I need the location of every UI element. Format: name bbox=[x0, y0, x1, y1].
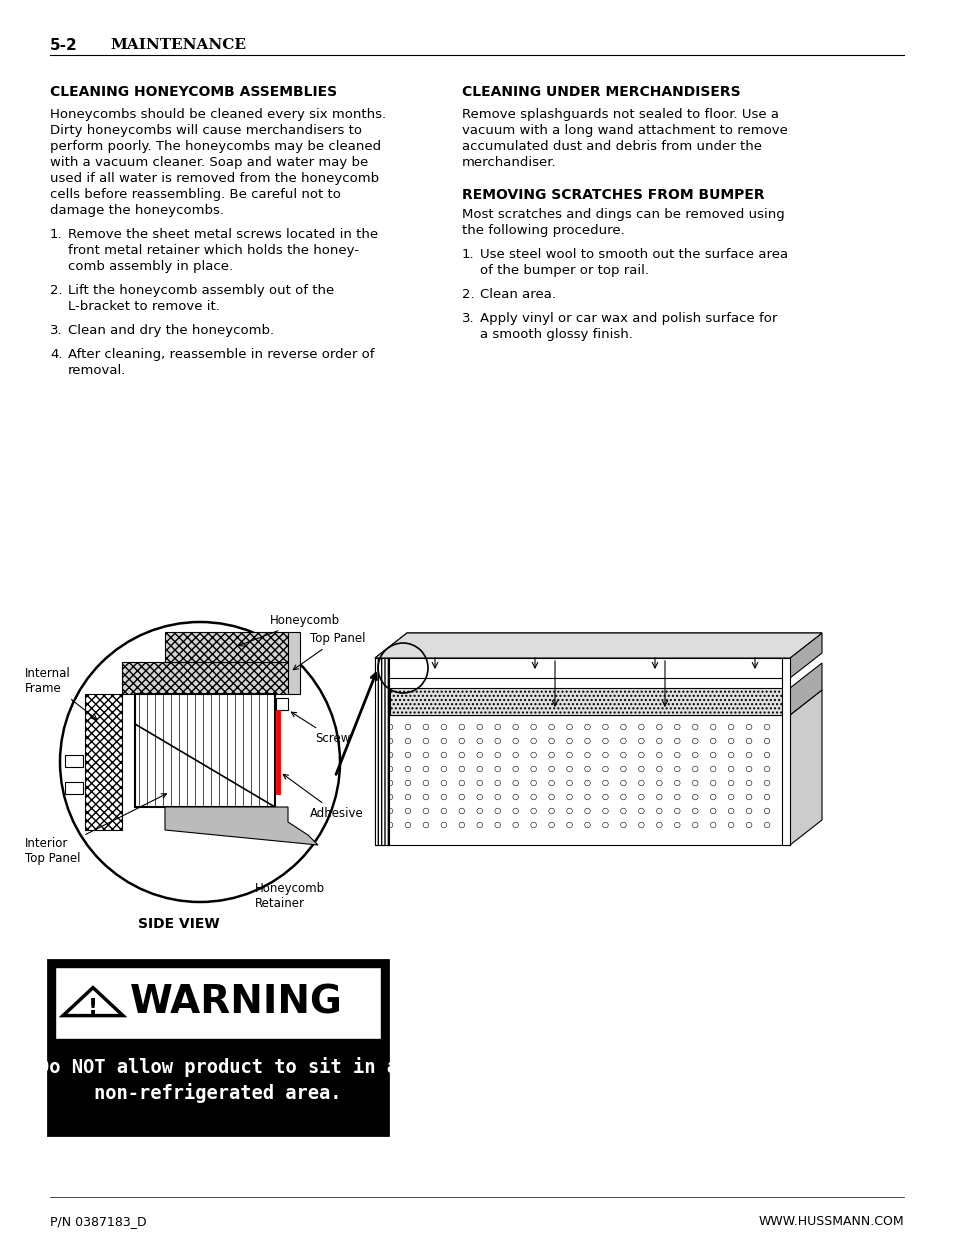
Text: SIDE VIEW: SIDE VIEW bbox=[138, 918, 219, 931]
Text: Apply vinyl or car wax and polish surface for: Apply vinyl or car wax and polish surfac… bbox=[479, 312, 777, 325]
Text: Dirty honeycombs will cause merchandisers to: Dirty honeycombs will cause merchandiser… bbox=[50, 124, 361, 137]
Bar bbox=[55, 967, 380, 1039]
Text: cells before reassembling. Be careful not to: cells before reassembling. Be careful no… bbox=[50, 188, 340, 201]
Text: a smooth glossy finish.: a smooth glossy finish. bbox=[479, 329, 632, 341]
Text: Honeycomb: Honeycomb bbox=[238, 614, 340, 646]
Text: Clean area.: Clean area. bbox=[479, 288, 556, 301]
Text: merchandiser.: merchandiser. bbox=[461, 156, 556, 169]
Text: Do NOT allow product to sit in a: Do NOT allow product to sit in a bbox=[38, 1057, 397, 1077]
Text: removal.: removal. bbox=[68, 364, 126, 377]
Text: 1.: 1. bbox=[461, 248, 475, 261]
Bar bbox=[122, 662, 288, 694]
Text: Honeycomb
Retainer: Honeycomb Retainer bbox=[254, 882, 325, 910]
Text: CLEANING UNDER MERCHANDISERS: CLEANING UNDER MERCHANDISERS bbox=[461, 85, 740, 99]
Text: of the bumper or top rail.: of the bumper or top rail. bbox=[479, 264, 648, 277]
Text: comb assembly in place.: comb assembly in place. bbox=[68, 261, 233, 273]
Text: After cleaning, reassemble in reverse order of: After cleaning, reassemble in reverse or… bbox=[68, 348, 375, 361]
Text: REMOVING SCRATCHES FROM BUMPER: REMOVING SCRATCHES FROM BUMPER bbox=[461, 188, 763, 203]
Bar bbox=[65, 782, 83, 794]
Text: Lift the honeycomb assembly out of the: Lift the honeycomb assembly out of the bbox=[68, 284, 334, 296]
Text: Most scratches and dings can be removed using: Most scratches and dings can be removed … bbox=[461, 207, 784, 221]
Text: Remove splashguards not sealed to floor. Use a: Remove splashguards not sealed to floor.… bbox=[461, 107, 779, 121]
Text: Screw: Screw bbox=[291, 713, 350, 745]
Text: 3.: 3. bbox=[461, 312, 475, 325]
Text: non-refrigerated area.: non-refrigerated area. bbox=[94, 1083, 341, 1103]
Bar bbox=[781, 658, 789, 845]
Text: the following procedure.: the following procedure. bbox=[461, 224, 624, 237]
Text: Honeycombs should be cleaned every six months.: Honeycombs should be cleaned every six m… bbox=[50, 107, 386, 121]
Text: vacuum with a long wand attachment to remove: vacuum with a long wand attachment to re… bbox=[461, 124, 787, 137]
Bar bbox=[390, 688, 789, 715]
Text: Remove the sheet metal screws located in the: Remove the sheet metal screws located in… bbox=[68, 228, 377, 241]
Polygon shape bbox=[789, 690, 821, 845]
Polygon shape bbox=[789, 634, 821, 678]
Bar bbox=[375, 715, 789, 845]
Polygon shape bbox=[375, 634, 821, 658]
Text: Clean and dry the honeycomb.: Clean and dry the honeycomb. bbox=[68, 324, 274, 337]
Text: WARNING: WARNING bbox=[130, 984, 342, 1023]
Polygon shape bbox=[63, 988, 123, 1015]
Text: front metal retainer which holds the honey-: front metal retainer which holds the hon… bbox=[68, 245, 358, 257]
Text: CLEANING HONEYCOMB ASSEMBLIES: CLEANING HONEYCOMB ASSEMBLIES bbox=[50, 85, 336, 99]
Text: accumulated dust and debris from under the: accumulated dust and debris from under t… bbox=[461, 140, 761, 153]
Text: L-bracket to remove it.: L-bracket to remove it. bbox=[68, 300, 219, 312]
Text: used if all water is removed from the honeycomb: used if all water is removed from the ho… bbox=[50, 172, 378, 185]
Polygon shape bbox=[375, 634, 821, 658]
Text: 2.: 2. bbox=[50, 284, 63, 296]
Text: WWW.HUSSMANN.COM: WWW.HUSSMANN.COM bbox=[758, 1215, 903, 1228]
Text: !: ! bbox=[88, 998, 98, 1018]
Text: Internal
Frame: Internal Frame bbox=[25, 667, 97, 720]
Text: damage the honeycombs.: damage the honeycombs. bbox=[50, 204, 224, 217]
Text: 5-2: 5-2 bbox=[50, 38, 77, 53]
Bar bbox=[375, 658, 389, 845]
Bar bbox=[375, 658, 789, 678]
Polygon shape bbox=[288, 632, 299, 694]
Bar bbox=[48, 960, 388, 1135]
Text: Top Panel: Top Panel bbox=[293, 632, 365, 669]
Text: perform poorly. The honeycombs may be cleaned: perform poorly. The honeycombs may be cl… bbox=[50, 140, 381, 153]
Text: Use steel wool to smooth out the surface area: Use steel wool to smooth out the surface… bbox=[479, 248, 787, 261]
Text: P/N 0387183_D: P/N 0387183_D bbox=[50, 1215, 147, 1228]
Text: 2.: 2. bbox=[461, 288, 475, 301]
Bar bbox=[65, 755, 83, 767]
Text: 4.: 4. bbox=[50, 348, 63, 361]
Text: MAINTENANCE: MAINTENANCE bbox=[110, 38, 246, 52]
Bar bbox=[165, 632, 288, 662]
Circle shape bbox=[60, 622, 339, 902]
Text: Interior
Top Panel: Interior Top Panel bbox=[25, 794, 166, 864]
Polygon shape bbox=[789, 663, 821, 715]
Bar bbox=[135, 694, 274, 806]
Polygon shape bbox=[165, 806, 317, 845]
Bar bbox=[85, 694, 122, 830]
Text: Adhesive: Adhesive bbox=[283, 774, 363, 820]
Text: 1.: 1. bbox=[50, 228, 63, 241]
Bar bbox=[275, 698, 288, 710]
Text: with a vacuum cleaner. Soap and water may be: with a vacuum cleaner. Soap and water ma… bbox=[50, 156, 368, 169]
Text: 3.: 3. bbox=[50, 324, 63, 337]
